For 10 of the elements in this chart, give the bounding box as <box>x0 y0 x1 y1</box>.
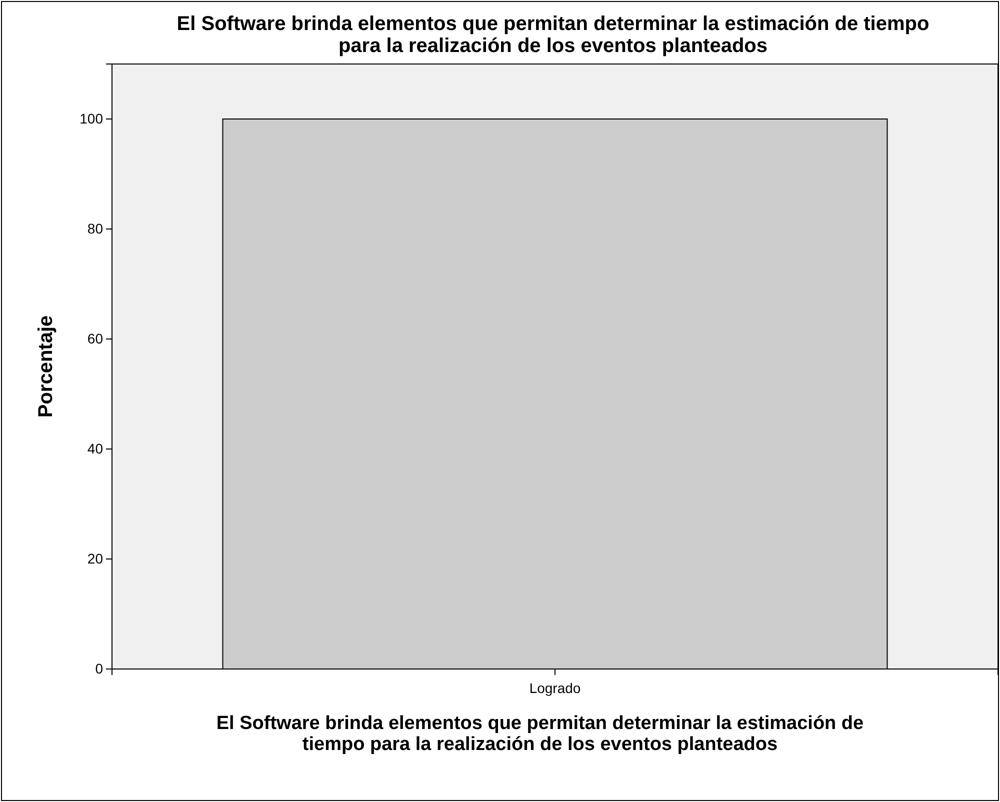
y-tick-label: 100 <box>80 110 104 126</box>
y-tick-label: 20 <box>87 550 104 566</box>
y-tick-label: 40 <box>87 440 104 456</box>
x-tick-label: Logrado <box>529 680 581 696</box>
x-axis-title: El Software brinda elementos que permitan determinar la estimación de tiempo para la realización de los eventos planteados <box>216 713 864 755</box>
chart-title: El Software brinda elementos que permitan determinar la estimación de tiempo para la realización de los eventos planteados <box>176 13 930 57</box>
y-tick-label: 60 <box>87 330 104 346</box>
y-tick-label: 80 <box>87 220 104 236</box>
y-tick-label: 0 <box>95 660 104 676</box>
y-axis-title: Porcentaje <box>35 315 57 418</box>
